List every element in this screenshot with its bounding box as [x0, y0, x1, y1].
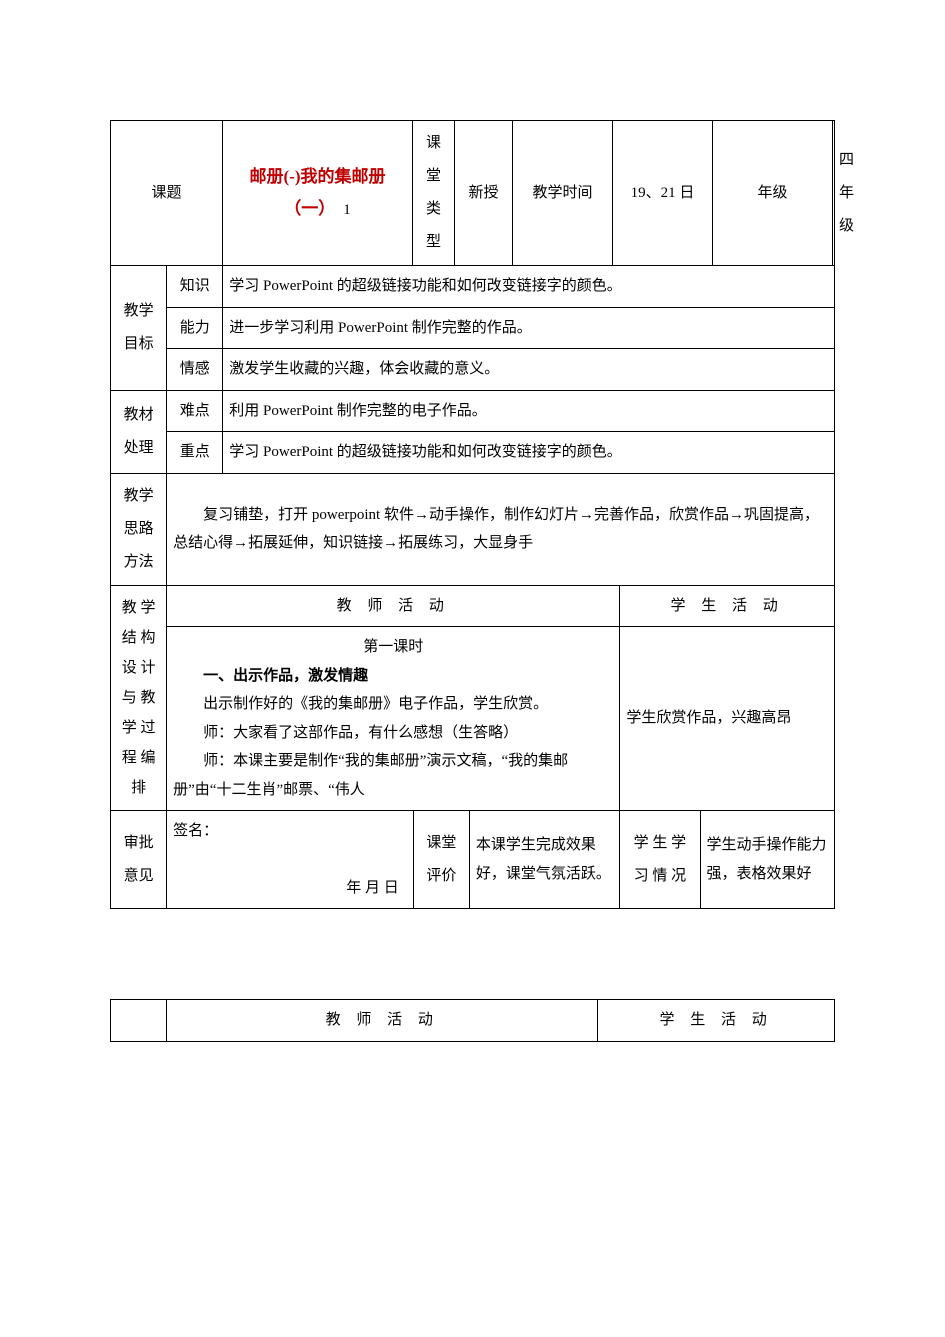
goal-key-2: 情感 — [167, 349, 223, 391]
goal-key-0: 知识 — [167, 266, 223, 307]
table-row: 教 学结 构设 计与 教学 过程 编排 教 师 活 动 学 生 活 动 — [111, 585, 835, 627]
student-study-label: 学 生 学习 情 况 — [620, 811, 700, 909]
goal-key-1: 能力 — [167, 307, 223, 349]
teacher-line-1: 师：大家看了这部作品，有什么感想（生答略） — [173, 719, 613, 748]
class-eval-text: 本课学生完成效果好，课堂气氛活跃。 — [469, 811, 619, 909]
goals-label: 教学目标 — [111, 266, 167, 390]
material-label: 教材处理 — [111, 390, 167, 473]
table-row: 教学目标 知识 学习 PowerPoint 的超级链接功能和如何改变链接字的颜色… — [111, 266, 835, 307]
teacher-activity-header-2: 教 师 活 动 — [167, 1000, 598, 1042]
lesson-heading: 第一课时 — [173, 633, 613, 662]
keti-label: 课题 — [111, 121, 223, 266]
header-row: 课题 邮册(-)我的集邮册 （一）1 课堂类型 新授 教学时间 19、21 日 … — [111, 121, 835, 266]
class-type-label: 课堂类型 — [413, 121, 455, 266]
goal-val-0: 学习 PowerPoint 的超级链接功能和如何改变链接字的颜色。 — [223, 266, 835, 307]
sign-label: 签名： — [173, 817, 407, 846]
student-activity-header-2: 学 生 活 动 — [598, 1000, 835, 1042]
lesson-title: 邮册(-)我的集邮册 （一）1 — [223, 121, 413, 266]
table-row: 情感 激发学生收藏的兴趣，体会收藏的意义。 — [111, 349, 835, 391]
grade-label-cell: 年级 — [713, 121, 833, 266]
table-row: 教 师 活 动 学 生 活 动 — [111, 1000, 835, 1042]
method-text: 复习铺垫，打开 powerpoint 软件→动手操作，制作幻灯片→完善作品，欣赏… — [167, 473, 835, 585]
material-val-0: 利用 PowerPoint 制作完整的电子作品。 — [223, 390, 835, 432]
student-study-text: 学生动手操作能力强，表格效果好 — [700, 811, 834, 909]
teach-time-value: 19、21 日 — [613, 121, 713, 266]
goal-val-2: 激发学生收藏的兴趣，体会收藏的意义。 — [223, 349, 835, 391]
structure-label: 教 学结 构设 计与 教学 过程 编排 — [111, 585, 167, 811]
date-label: 年 月 日 — [173, 874, 407, 903]
material-key-0: 难点 — [167, 390, 223, 432]
table-row: 能力 进一步学习利用 PowerPoint 制作完整的作品。 — [111, 307, 835, 349]
student-activity-header: 学 生 活 动 — [620, 585, 835, 627]
lesson-plan-body: 教学目标 知识 学习 PowerPoint 的超级链接功能和如何改变链接字的颜色… — [110, 266, 835, 909]
approval-label: 审批意见 — [111, 811, 167, 909]
teacher-line-2: 师：本课主要是制作“我的集邮册”演示文稿，“我的集邮册”由“十二生肖”邮票、“伟… — [173, 747, 613, 804]
teach-time-label: 教学时间 — [513, 121, 613, 266]
material-val-1: 学习 PowerPoint 的超级链接功能和如何改变链接字的颜色。 — [223, 432, 835, 474]
table-row: 审批意见 签名： 年 月 日 课堂评价 本课学生完成效果好，课堂气氛活跃。 学 … — [111, 811, 835, 909]
part1-title: 一、出示作品，激发情趣 — [173, 662, 613, 691]
table-row: 第一课时 一、出示作品，激发情趣 出示制作好的《我的集邮册》电子作品，学生欣赏。… — [111, 627, 835, 811]
approval-sign: 签名： 年 月 日 — [167, 811, 414, 909]
second-table: 教 师 活 动 学 生 活 动 — [110, 999, 835, 1042]
table-row: 教材处理 难点 利用 PowerPoint 制作完整的电子作品。 — [111, 390, 835, 432]
teacher-activity-header: 教 师 活 动 — [167, 585, 620, 627]
class-eval-label: 课堂评价 — [413, 811, 469, 909]
teacher-line-0: 出示制作好的《我的集邮册》电子作品，学生欣赏。 — [173, 690, 613, 719]
material-key-1: 重点 — [167, 432, 223, 474]
teacher-activity-body: 第一课时 一、出示作品，激发情趣 出示制作好的《我的集邮册》电子作品，学生欣赏。… — [167, 627, 620, 811]
table-row: 教学思路方法 复习铺垫，打开 powerpoint 软件→动手操作，制作幻灯片→… — [111, 473, 835, 585]
method-label: 教学思路方法 — [111, 473, 167, 585]
student-activity-body: 学生欣赏作品，兴趣高昂 — [620, 627, 835, 811]
grade-value: 四年级 — [833, 121, 835, 266]
second-table-blank — [111, 1000, 167, 1042]
class-type-value: 新授 — [455, 121, 513, 266]
table-row: 重点 学习 PowerPoint 的超级链接功能和如何改变链接字的颜色。 — [111, 432, 835, 474]
grade-label: 年级 — [758, 185, 788, 201]
goal-val-1: 进一步学习利用 PowerPoint 制作完整的作品。 — [223, 307, 835, 349]
lesson-plan-table: 课题 邮册(-)我的集邮册 （一）1 课堂类型 新授 教学时间 19、21 日 … — [110, 120, 835, 266]
